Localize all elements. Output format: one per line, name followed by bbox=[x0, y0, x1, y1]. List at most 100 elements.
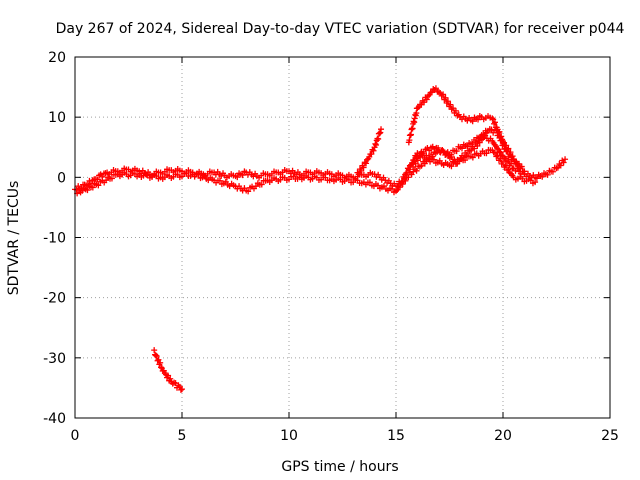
data-point bbox=[493, 127, 500, 134]
data-point bbox=[483, 150, 490, 157]
data-point bbox=[544, 171, 551, 178]
y-tick-label: 20 bbox=[48, 50, 66, 66]
data-point bbox=[417, 154, 424, 161]
data-point bbox=[463, 151, 470, 158]
data-point bbox=[407, 131, 414, 138]
data-point bbox=[376, 130, 383, 137]
data-point bbox=[507, 151, 514, 158]
data-point bbox=[494, 145, 501, 152]
data-point bbox=[394, 186, 401, 193]
data-point bbox=[453, 148, 460, 155]
data-point bbox=[474, 142, 481, 149]
data-point bbox=[498, 137, 505, 144]
data-point bbox=[460, 154, 467, 161]
data-point bbox=[222, 178, 229, 185]
x-tick-label: 10 bbox=[280, 428, 298, 444]
data-point bbox=[444, 98, 451, 105]
data-point bbox=[412, 160, 419, 167]
data-point bbox=[493, 153, 500, 160]
data-point bbox=[360, 164, 367, 171]
data-point bbox=[258, 181, 265, 188]
data-point bbox=[355, 171, 362, 178]
data-point bbox=[436, 157, 443, 164]
grid bbox=[75, 57, 610, 418]
data-point bbox=[532, 179, 539, 186]
data-point bbox=[414, 105, 421, 112]
data-point bbox=[435, 145, 442, 152]
data-point bbox=[458, 145, 465, 152]
y-tick-label: -20 bbox=[43, 291, 66, 307]
data-point bbox=[418, 162, 425, 169]
x-tick-label: 0 bbox=[71, 428, 80, 444]
data-point bbox=[489, 115, 496, 122]
data-point bbox=[452, 107, 459, 114]
data-point bbox=[402, 177, 409, 184]
data-point bbox=[440, 148, 447, 155]
chart-title: Day 267 of 2024, Sidereal Day-to-day VTE… bbox=[56, 21, 625, 37]
data-point bbox=[488, 126, 495, 133]
x-axis-label: GPS time / hours bbox=[281, 459, 398, 475]
data-point bbox=[388, 185, 395, 192]
data-point bbox=[179, 386, 185, 393]
y-tick-label: 10 bbox=[48, 110, 66, 126]
data-point bbox=[475, 116, 482, 123]
data-point bbox=[505, 166, 512, 173]
data-point bbox=[447, 101, 454, 108]
data-point bbox=[413, 167, 420, 174]
data-point bbox=[368, 150, 375, 157]
data-point bbox=[108, 175, 115, 182]
data-point bbox=[201, 172, 208, 179]
data-point bbox=[514, 160, 521, 167]
data-point bbox=[481, 133, 488, 140]
data-point bbox=[468, 147, 475, 154]
data-point bbox=[234, 174, 241, 181]
data-point bbox=[398, 179, 405, 186]
x-tick-label: 15 bbox=[387, 428, 405, 444]
data-point bbox=[440, 91, 447, 98]
y-tick-label: -30 bbox=[43, 351, 66, 367]
data-point bbox=[151, 347, 158, 354]
data-point bbox=[377, 129, 384, 136]
data-point bbox=[497, 149, 504, 156]
data-point bbox=[245, 188, 252, 195]
data-point bbox=[252, 183, 259, 190]
data-point bbox=[425, 93, 432, 100]
data-point bbox=[500, 140, 507, 147]
data-point bbox=[496, 148, 503, 155]
data-point bbox=[89, 184, 96, 191]
data-point bbox=[432, 85, 439, 92]
data-point bbox=[517, 165, 524, 172]
x-tick-label: 20 bbox=[494, 428, 512, 444]
data-point bbox=[500, 159, 506, 166]
data-point bbox=[560, 159, 567, 166]
data-point bbox=[393, 188, 399, 195]
data-point bbox=[405, 166, 412, 173]
y-tick-label: -40 bbox=[43, 411, 66, 427]
data-point bbox=[414, 157, 421, 164]
data-point bbox=[494, 152, 501, 159]
data-point bbox=[549, 168, 556, 175]
data-point bbox=[423, 96, 430, 103]
data-point bbox=[84, 187, 91, 194]
data-point bbox=[195, 171, 202, 178]
data-point bbox=[504, 148, 511, 155]
data-point bbox=[471, 145, 478, 152]
data-points bbox=[72, 85, 569, 393]
data-point bbox=[464, 143, 471, 150]
series-middle-band bbox=[410, 126, 524, 172]
data-point bbox=[397, 184, 404, 191]
data-point bbox=[479, 136, 486, 143]
data-point bbox=[167, 375, 174, 382]
data-point bbox=[373, 142, 380, 149]
data-point bbox=[430, 156, 437, 163]
data-point bbox=[370, 147, 377, 154]
data-point bbox=[429, 153, 436, 160]
data-point bbox=[239, 172, 246, 179]
data-point bbox=[452, 160, 459, 167]
axis-ticks: 0 5 10 15 20 25 -40 -30 -20 -10 0 10 20 bbox=[43, 50, 619, 444]
data-point bbox=[363, 160, 370, 167]
data-point bbox=[497, 155, 504, 162]
data-point bbox=[476, 139, 483, 146]
data-point bbox=[152, 352, 159, 359]
